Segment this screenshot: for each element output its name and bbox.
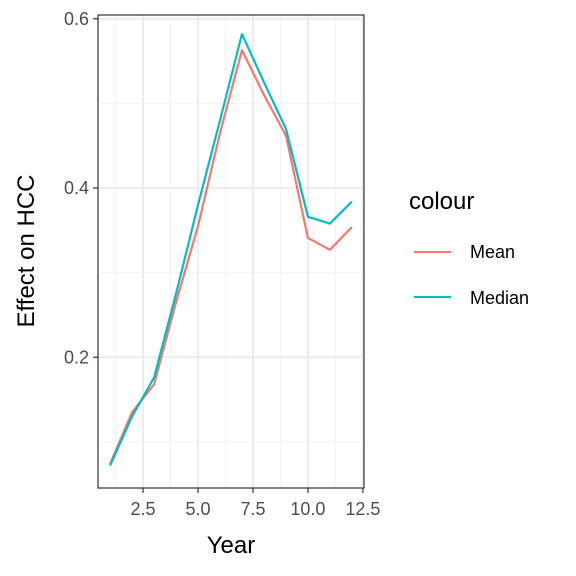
y-axis: 0.2 0.4 0.6	[64, 9, 98, 367]
plot-panel-border	[97, 14, 365, 489]
x-tick-label: 5.0	[186, 499, 211, 519]
series-lines	[109, 32, 353, 467]
y-tick-label: 0.4	[64, 178, 89, 198]
y-axis-title: Effect on HCC	[13, 175, 40, 328]
series-line-median	[109, 32, 353, 467]
x-axis-title: Year	[207, 532, 256, 559]
x-tick-label: 7.5	[240, 499, 265, 519]
legend: colour Mean Median	[409, 188, 529, 308]
legend-label-mean: Mean	[470, 242, 515, 262]
plot-panel-background	[98, 15, 364, 488]
x-tick-label: 12.5	[345, 499, 380, 519]
x-tick-label: 2.5	[131, 499, 156, 519]
legend-label-median: Median	[470, 288, 529, 308]
x-tick-label: 10.0	[290, 499, 325, 519]
series-line-mean	[109, 49, 353, 465]
grid-major	[98, 15, 364, 488]
legend-title: colour	[409, 188, 474, 215]
x-axis: 2.5 5.0 7.5 10.0 12.5	[131, 488, 380, 519]
y-tick-label: 0.2	[64, 347, 89, 367]
y-tick-label: 0.6	[64, 9, 89, 29]
